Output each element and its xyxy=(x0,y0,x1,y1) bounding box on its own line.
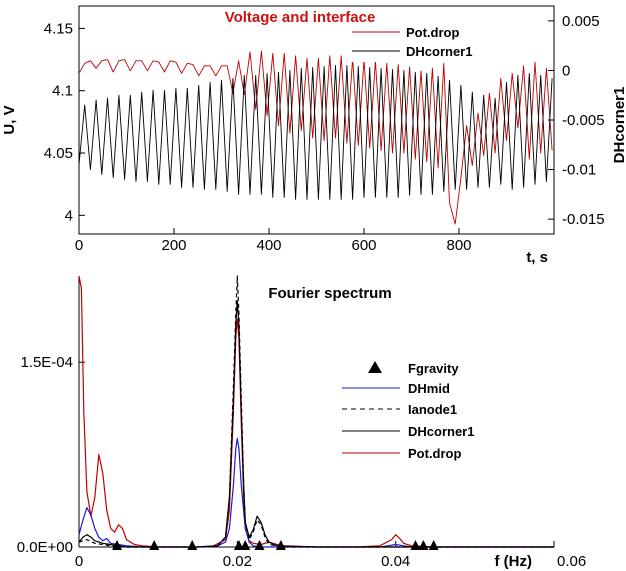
bottom-legend-label-fgravity: Fgravity xyxy=(408,361,459,376)
fgravity-marker xyxy=(112,540,122,550)
fgravity-marker xyxy=(149,540,160,550)
top-y2-ticks: -0.015 -0.01 -0.005 0 0.005 xyxy=(548,13,605,228)
top-y2-tick-label: 0 xyxy=(562,62,570,79)
bottom-y-tick-label: 0.0E+00 xyxy=(17,539,73,556)
top-y-tick-label: 4.05 xyxy=(44,145,73,162)
bottom-legend-marker-fgravity xyxy=(368,361,382,373)
bottom-y-ticks: 0.0E+00 1.5E-04 xyxy=(17,354,85,556)
fgravity-marker xyxy=(254,540,265,550)
bottom-legend-label-potdrop: Pot.drop xyxy=(408,446,461,461)
top-legend-label-potdrop: Pot.drop xyxy=(406,25,459,40)
fgravity-marker xyxy=(240,540,251,550)
bottom-legend-label-dhmid: DHmid xyxy=(408,381,450,396)
bottom-chart-title: Fourier spectrum xyxy=(268,285,391,302)
top-x-ticks: 0 200 400 600 800 xyxy=(75,228,472,254)
top-legend-label-dhcorner1: DHcorner1 xyxy=(406,44,472,59)
top-y-tick-label: 4.1 xyxy=(52,83,73,100)
top-x-tick-label: 0 xyxy=(75,237,83,254)
bottom-y-tick-label: 1.5E-04 xyxy=(20,354,73,371)
top-y-ticks: 4 4.05 4.1 4.15 xyxy=(44,20,85,224)
bottom-series-group xyxy=(78,275,554,550)
bottom-legend-label-dhcorner1: DHcorner1 xyxy=(408,424,474,439)
bottom-x-tick-label: 0 xyxy=(75,553,83,570)
top-y2-tick-label: 0.005 xyxy=(562,13,600,30)
bottom-series-line-dhcorner1 xyxy=(78,300,554,548)
bottom-series-line-ianode1 xyxy=(78,275,554,548)
bottom-x-tick-label: 0.06 xyxy=(557,553,586,570)
top-x-tick-label: 800 xyxy=(446,237,471,254)
fgravity-marker xyxy=(418,540,429,550)
top-x-axis-label: t, s xyxy=(526,249,548,266)
bottom-legend: Fgravity DHmid Ianode1 DHcorner1 Pot.dro… xyxy=(342,361,474,461)
top-x-tick-label: 400 xyxy=(256,237,281,254)
top-x-tick-label: 200 xyxy=(161,237,186,254)
voltage-interface-chart: 0 200 400 600 800 44.054.14.15 -0.015-0.01-0… xyxy=(1,5,626,266)
fgravity-marker xyxy=(233,540,244,550)
top-y2-tick-label: -0.015 xyxy=(562,211,605,228)
top-x-tick-label: 600 xyxy=(351,237,376,254)
top-y2-axis-label: DHcorner1 xyxy=(611,87,626,164)
fourier-spectrum-chart: 0 0.02 0.04 0.06 0.0E+00 1.5E-04 Fourier spe… xyxy=(17,275,586,570)
top-y2-tick-label: -0.01 xyxy=(562,162,596,179)
bottom-x-tick-label: 0.04 xyxy=(381,553,410,570)
bottom-x-tick-label: 0.02 xyxy=(223,553,252,570)
top-legend: Pot.drop DHcorner1 xyxy=(348,22,514,62)
top-series-line-pot-drop xyxy=(78,50,553,225)
fgravity-marker xyxy=(275,540,286,550)
fgravity-marker xyxy=(187,540,198,550)
top-y-tick-label: 4.15 xyxy=(44,20,73,37)
bottom-x-axis-label: f (Hz) xyxy=(495,553,533,570)
top-y-tick-label: 4 xyxy=(65,207,73,224)
top-series-group xyxy=(78,50,553,225)
fgravity-marker xyxy=(428,540,439,550)
top-y-axis-label: U, V xyxy=(1,105,18,134)
top-chart-title: Voltage and interface xyxy=(225,9,376,26)
bottom-legend-label-ianode1: Ianode1 xyxy=(408,402,457,417)
top-y2-tick-label: -0.005 xyxy=(562,112,605,129)
top-series-line-dhcorner1 xyxy=(78,65,553,200)
bottom-x-ticks: 0 0.02 0.04 0.06 xyxy=(75,541,586,570)
fgravity-marker xyxy=(410,540,421,550)
